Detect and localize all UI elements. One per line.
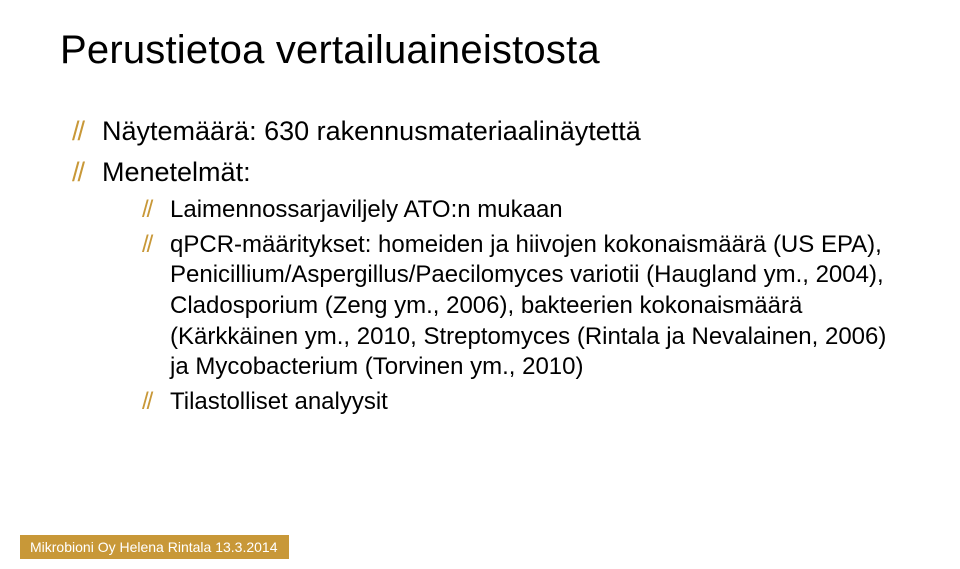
bullet-list-level1: Näytemäärä: 630 rakennusmateriaalinäytet…	[60, 115, 900, 418]
slide: Perustietoa vertailuaineistosta Näytemää…	[0, 0, 960, 569]
bullet-text: qPCR-määritykset: homeiden ja hiivojen k…	[170, 231, 886, 381]
slide-title: Perustietoa vertailuaineistosta	[60, 28, 900, 73]
sub-bullet-item: Tilastolliset analyysit	[142, 387, 900, 418]
sub-bullet-item: qPCR-määritykset: homeiden ja hiivojen k…	[142, 230, 900, 384]
bullet-text: Tilastolliset analyysit	[170, 388, 388, 415]
bullet-item: Menetelmät: Laimennossarjaviljely ATO:n …	[72, 156, 900, 418]
bullet-text: Näytemäärä: 630 rakennusmateriaalinäytet…	[102, 116, 641, 146]
bullet-text: Laimennossarjaviljely ATO:n mukaan	[170, 196, 563, 223]
bullet-text: Menetelmät:	[102, 157, 251, 187]
bullet-list-level2: Laimennossarjaviljely ATO:n mukaan qPCR-…	[102, 195, 900, 418]
bullet-item: Näytemäärä: 630 rakennusmateriaalinäytet…	[72, 115, 900, 148]
footer-label: Mikrobioni Oy Helena Rintala 13.3.2014	[20, 535, 289, 559]
sub-bullet-item: Laimennossarjaviljely ATO:n mukaan	[142, 195, 900, 226]
